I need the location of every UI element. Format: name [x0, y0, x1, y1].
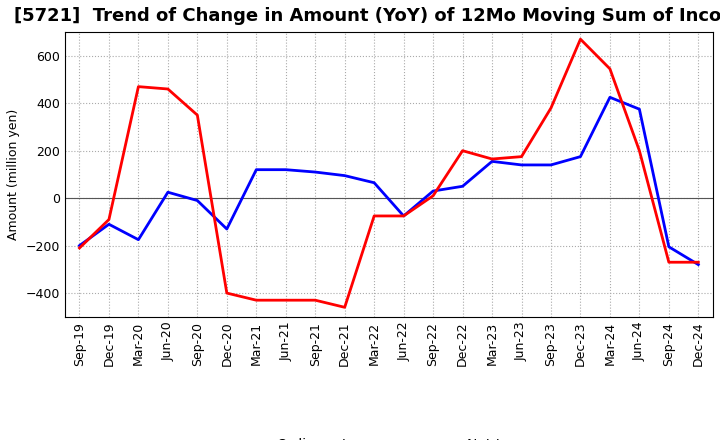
Ordinary Income	[370, 180, 379, 185]
Ordinary Income	[282, 167, 290, 172]
Net Income	[694, 260, 703, 265]
Ordinary Income	[222, 226, 231, 231]
Net Income	[576, 37, 585, 42]
Ordinary Income	[429, 188, 438, 194]
Ordinary Income	[311, 169, 320, 175]
Ordinary Income	[606, 95, 614, 100]
Ordinary Income	[134, 237, 143, 242]
Line: Net Income: Net Income	[79, 39, 698, 307]
Net Income	[370, 213, 379, 219]
Net Income	[487, 156, 496, 161]
Net Income	[429, 193, 438, 198]
Net Income	[665, 260, 673, 265]
Ordinary Income	[400, 213, 408, 219]
Title: [5721]  Trend of Change in Amount (YoY) of 12Mo Moving Sum of Incomes: [5721] Trend of Change in Amount (YoY) o…	[14, 7, 720, 25]
Ordinary Income	[75, 243, 84, 248]
Net Income	[635, 148, 644, 153]
Net Income	[222, 290, 231, 296]
Net Income	[517, 154, 526, 159]
Ordinary Income	[517, 162, 526, 168]
Net Income	[193, 113, 202, 118]
Net Income	[104, 217, 113, 222]
Ordinary Income	[252, 167, 261, 172]
Ordinary Income	[193, 198, 202, 203]
Line: Ordinary Income: Ordinary Income	[79, 97, 698, 264]
Net Income	[282, 297, 290, 303]
Net Income	[134, 84, 143, 89]
Legend: Ordinary Income, Net Income: Ordinary Income, Net Income	[226, 432, 552, 440]
Net Income	[311, 297, 320, 303]
Ordinary Income	[665, 244, 673, 249]
Net Income	[75, 246, 84, 251]
Ordinary Income	[546, 162, 555, 168]
Y-axis label: Amount (million yen): Amount (million yen)	[7, 109, 20, 240]
Net Income	[252, 297, 261, 303]
Ordinary Income	[104, 222, 113, 227]
Ordinary Income	[487, 159, 496, 164]
Net Income	[458, 148, 467, 153]
Ordinary Income	[635, 106, 644, 112]
Net Income	[400, 213, 408, 219]
Net Income	[606, 66, 614, 71]
Net Income	[546, 105, 555, 110]
Ordinary Income	[694, 262, 703, 267]
Ordinary Income	[163, 190, 172, 195]
Ordinary Income	[576, 154, 585, 159]
Net Income	[341, 304, 349, 310]
Ordinary Income	[458, 183, 467, 189]
Net Income	[163, 86, 172, 92]
Ordinary Income	[341, 173, 349, 178]
